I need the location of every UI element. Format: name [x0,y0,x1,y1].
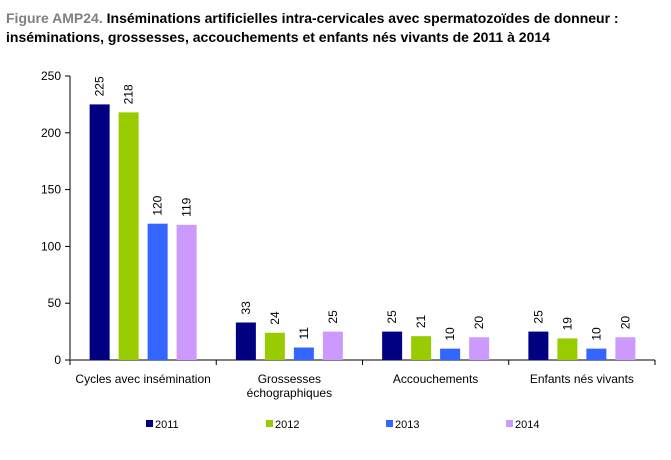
bar-2013 [293,347,314,360]
data-label: 25 [385,310,399,324]
data-label: 25 [326,310,340,324]
bar-2014 [322,331,343,360]
data-label: 120 [151,195,165,215]
data-label: 21 [414,314,428,328]
chart-title: Figure AMP24. Inséminations artificielle… [6,9,671,47]
data-label: 20 [618,316,632,330]
legend-label-2011: 2011 [155,419,179,431]
data-labels: 225 33 25 25 218 24 21 19 120 11 10 10 119 25 20 20 [93,76,633,341]
x-category-label: échographiques [247,386,332,400]
data-label: 11 [297,327,311,340]
data-label: 24 [268,311,282,325]
figure-number: Figure AMP24. [6,10,103,26]
bar-2011 [235,322,256,360]
bar-2013 [586,348,607,360]
y-tick-label: 50 [48,296,62,310]
bar-2012 [118,112,139,361]
legend-swatch-2011 [146,420,153,427]
x-category-label: Cycles avec insémination [75,372,210,386]
data-label: 20 [472,316,486,330]
bars [89,104,636,361]
y-tick-label: 100 [41,239,61,253]
x-category-label: Accouchements [393,372,478,386]
bar-2011 [528,331,549,360]
legend-label-2012: 2012 [275,419,299,431]
data-label: 218 [122,84,136,104]
data-label: 119 [180,197,194,216]
bar-2011 [382,331,403,360]
bar-2014 [615,337,636,360]
data-label: 225 [93,76,107,96]
legend-swatch-2013 [386,420,393,427]
bar-2011 [89,104,110,361]
bar-2012 [411,336,432,360]
bar-2013 [147,223,168,360]
bar-2014 [469,337,490,360]
y-tick-label: 250 [41,69,61,83]
data-label: 10 [443,327,457,341]
title-line-2: inséminations, grossesses, accouchements… [6,29,550,45]
y-tick-label: 0 [54,353,61,367]
title-line-1: Inséminations artificielles intra-cervic… [102,10,619,26]
legend-swatch-2014 [506,420,513,427]
legend-label-2014: 2014 [515,419,539,431]
x-category-label: Grossesses [258,372,321,386]
legend: 2011 2012 2013 2014 [146,419,539,431]
legend-swatch-2012 [266,420,273,427]
y-tick-label: 150 [41,183,61,197]
bar-2012 [557,338,578,360]
bar-2014 [176,224,197,360]
data-label: 33 [239,301,253,315]
legend-label-2013: 2013 [395,419,419,431]
bar-2013 [440,348,461,360]
data-label: 10 [589,327,603,341]
x-category-label: Enfants nés vivants [530,372,634,386]
data-label: 25 [531,310,545,324]
y-tick-label: 200 [41,126,61,140]
bar-2012 [264,332,285,360]
data-label: 19 [560,317,574,331]
